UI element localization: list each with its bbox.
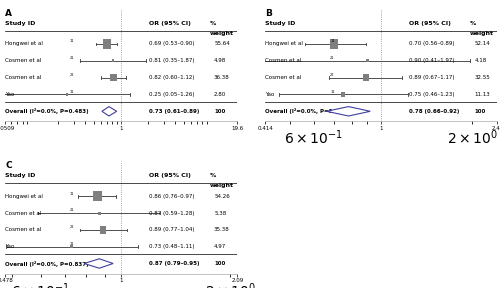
Text: 11: 11 <box>70 39 74 43</box>
Text: 0.86 (0.76–0.97): 0.86 (0.76–0.97) <box>149 194 194 199</box>
Bar <box>362 74 369 81</box>
Bar <box>102 39 111 49</box>
Text: 36.38: 36.38 <box>214 75 230 80</box>
Text: %: % <box>210 173 216 179</box>
Text: 32.55: 32.55 <box>474 75 490 80</box>
Bar <box>112 59 114 62</box>
Bar <box>66 93 68 96</box>
Text: 11: 11 <box>70 242 74 246</box>
Polygon shape <box>102 107 117 116</box>
Text: 4.98: 4.98 <box>214 58 226 63</box>
Text: 11: 11 <box>70 90 74 94</box>
Bar <box>98 211 100 215</box>
Text: Overall (I²=0.0%, P=0.483): Overall (I²=0.0%, P=0.483) <box>5 108 88 114</box>
Bar <box>366 60 368 62</box>
Text: 4.18: 4.18 <box>474 58 486 63</box>
Text: Overall (I²=0.0%, P=0.837): Overall (I²=0.0%, P=0.837) <box>5 261 88 266</box>
Text: 11: 11 <box>330 39 334 43</box>
Text: Hongwei et al: Hongwei et al <box>5 194 43 199</box>
Text: 35.38: 35.38 <box>214 227 230 232</box>
Text: 54.26: 54.26 <box>214 194 230 199</box>
Text: C: C <box>5 161 12 170</box>
Text: 11: 11 <box>70 192 74 196</box>
Text: 4.97: 4.97 <box>214 244 226 249</box>
Text: Yao: Yao <box>5 92 15 97</box>
Text: weight: weight <box>470 31 494 35</box>
Text: B: B <box>266 9 272 18</box>
Text: Cosmen et al: Cosmen et al <box>5 211 42 215</box>
Polygon shape <box>326 107 370 116</box>
Text: 0.89 (0.67–1.17): 0.89 (0.67–1.17) <box>409 75 455 80</box>
Text: A: A <box>5 9 12 18</box>
Text: 0.73 (0.61–0.89): 0.73 (0.61–0.89) <box>149 109 200 114</box>
Bar <box>110 74 117 82</box>
Text: Hongwei et al: Hongwei et al <box>5 41 43 46</box>
Text: 21: 21 <box>70 56 74 60</box>
Text: Cosmen et al: Cosmen et al <box>265 75 302 80</box>
Text: 0.82 (0.60–1.12): 0.82 (0.60–1.12) <box>149 75 194 80</box>
Text: Study ID: Study ID <box>5 21 36 26</box>
Bar <box>94 192 102 201</box>
Text: 21: 21 <box>70 209 74 213</box>
Text: weight: weight <box>210 183 234 188</box>
Text: 0.70 (0.56–0.89): 0.70 (0.56–0.89) <box>409 41 455 46</box>
Text: %: % <box>210 21 216 26</box>
Text: 0.89 (0.77–1.04): 0.89 (0.77–1.04) <box>149 227 194 232</box>
Text: 0.81 (0.35–1.87): 0.81 (0.35–1.87) <box>149 58 194 63</box>
Text: OR (95% CI): OR (95% CI) <box>149 21 191 26</box>
Text: 100: 100 <box>214 261 226 266</box>
Text: 21: 21 <box>330 56 334 60</box>
Text: Study ID: Study ID <box>5 173 36 179</box>
Text: 0.87 (0.59–1.28): 0.87 (0.59–1.28) <box>149 211 194 215</box>
Text: Overall (I²=0.0%, P=0.648): Overall (I²=0.0%, P=0.648) <box>265 108 349 114</box>
Text: 0.75 (0.46–1.23): 0.75 (0.46–1.23) <box>409 92 455 97</box>
Text: 2.80: 2.80 <box>214 92 226 97</box>
Bar <box>70 245 73 248</box>
Bar <box>100 226 106 234</box>
Text: OR (95% CI): OR (95% CI) <box>409 21 451 26</box>
Text: 55.64: 55.64 <box>214 41 230 46</box>
Text: 0.87 (0.79–0.95): 0.87 (0.79–0.95) <box>149 261 200 266</box>
Text: OR (95% CI): OR (95% CI) <box>149 173 191 179</box>
Text: 0.69 (0.53–0.90): 0.69 (0.53–0.90) <box>149 41 194 46</box>
Text: Hongwei et al: Hongwei et al <box>265 41 303 46</box>
Text: 11: 11 <box>330 90 334 94</box>
Text: 22: 22 <box>70 73 74 77</box>
Text: Cosmen et al: Cosmen et al <box>5 58 42 63</box>
Text: weight: weight <box>210 31 234 35</box>
Bar <box>330 39 338 49</box>
Text: 0.90 (0.41–1.97): 0.90 (0.41–1.97) <box>409 58 455 63</box>
Polygon shape <box>84 259 113 268</box>
Text: 100: 100 <box>214 109 226 114</box>
Text: Yao: Yao <box>265 92 274 97</box>
Text: Cosmen et al: Cosmen et al <box>5 227 42 232</box>
Text: 100: 100 <box>474 109 486 114</box>
Text: 0.25 (0.05–1.26): 0.25 (0.05–1.26) <box>149 92 194 97</box>
Text: %: % <box>470 21 476 26</box>
Text: 0.78 (0.66–0.92): 0.78 (0.66–0.92) <box>409 109 460 114</box>
Text: 22: 22 <box>70 225 74 229</box>
Text: 11.13: 11.13 <box>474 92 490 97</box>
Text: 0.73 (0.48–1.11): 0.73 (0.48–1.11) <box>149 244 194 249</box>
Text: Cosmen et al: Cosmen et al <box>265 58 302 63</box>
Text: 5.38: 5.38 <box>214 211 226 215</box>
Text: 52.14: 52.14 <box>474 41 490 46</box>
Text: 22: 22 <box>330 73 334 77</box>
Text: Cosmen et al: Cosmen et al <box>5 75 42 80</box>
Text: Study ID: Study ID <box>265 21 296 26</box>
Bar <box>342 92 345 97</box>
Text: Yao: Yao <box>5 244 15 249</box>
